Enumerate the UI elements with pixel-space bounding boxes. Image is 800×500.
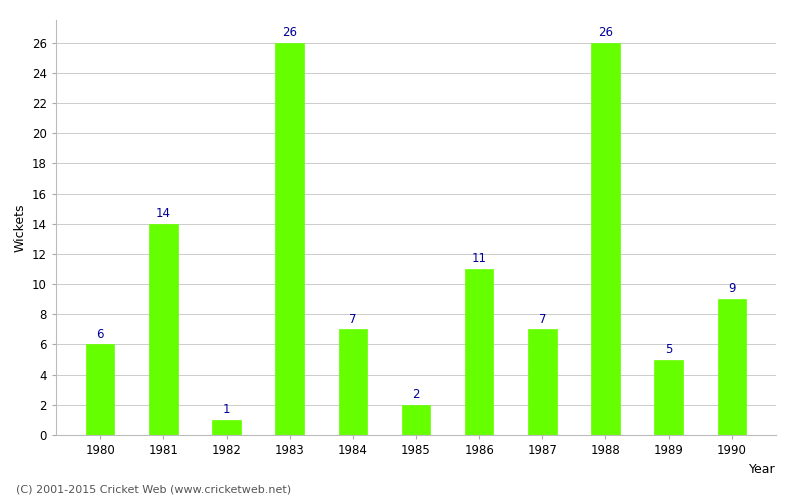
Text: 7: 7 (349, 312, 357, 326)
Bar (212, 420, 241, 435)
Text: (C) 2001-2015 Cricket Web (www.cricketweb.net): (C) 2001-2015 Cricket Web (www.cricketwe… (16, 485, 291, 495)
Text: 14: 14 (156, 207, 171, 220)
Text: 9: 9 (728, 282, 735, 296)
X-axis label: Year: Year (750, 462, 776, 475)
Bar (149, 224, 178, 435)
Bar (86, 344, 114, 435)
Text: 7: 7 (538, 312, 546, 326)
Y-axis label: Wickets: Wickets (14, 203, 26, 252)
Bar (718, 299, 746, 435)
Text: 1: 1 (222, 403, 230, 416)
Text: 26: 26 (282, 26, 297, 39)
Text: 26: 26 (598, 26, 613, 39)
Text: 2: 2 (412, 388, 420, 401)
Bar (275, 42, 304, 435)
Bar (465, 269, 494, 435)
Bar (654, 360, 683, 435)
Bar (338, 330, 367, 435)
Text: 5: 5 (665, 343, 672, 356)
Bar (402, 405, 430, 435)
Text: 6: 6 (97, 328, 104, 340)
Text: 11: 11 (472, 252, 486, 265)
Bar (591, 42, 620, 435)
Bar (528, 330, 557, 435)
